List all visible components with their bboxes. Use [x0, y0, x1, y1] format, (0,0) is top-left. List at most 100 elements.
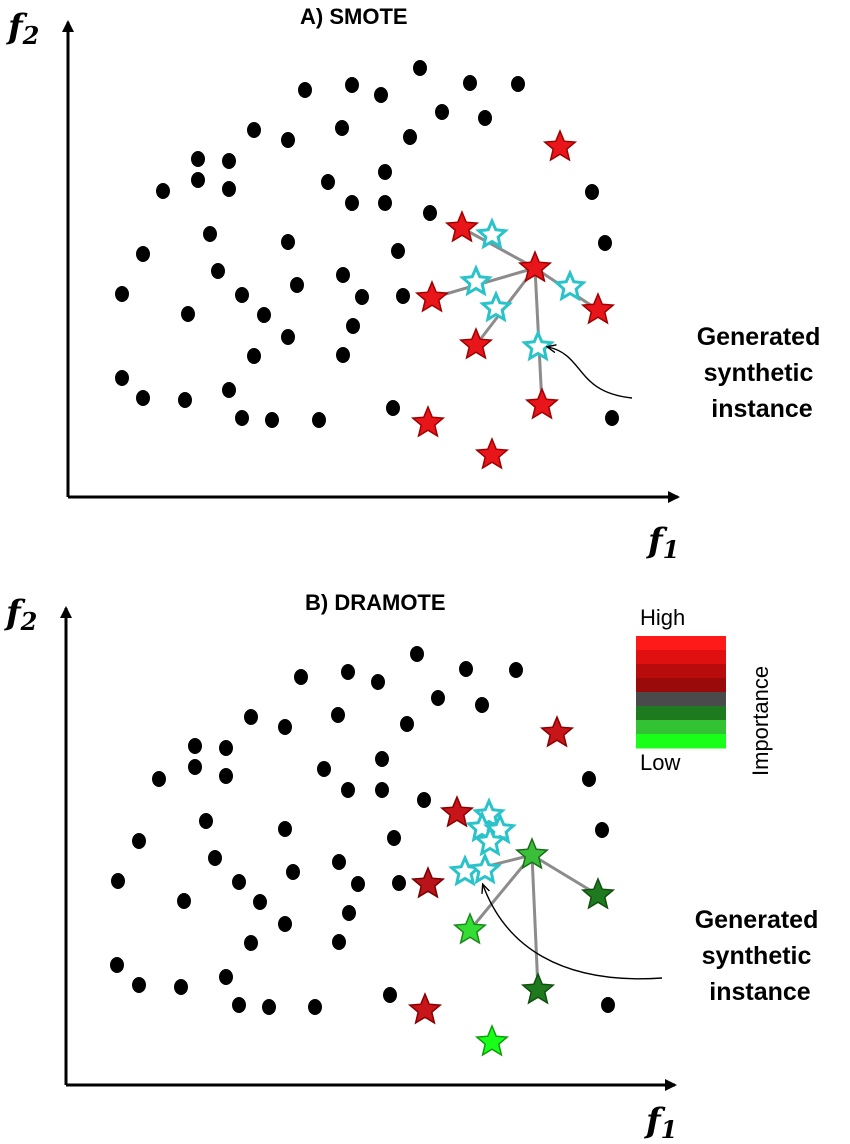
- majority-points: [115, 60, 619, 428]
- minority-star: [410, 405, 446, 438]
- legend-color-bar: [636, 636, 726, 749]
- minority-star: [452, 912, 488, 945]
- majority-point: [317, 761, 331, 777]
- majority-point: [278, 719, 292, 735]
- connector-line: [530, 854, 540, 991]
- majority-point: [378, 164, 392, 180]
- majority-point: [342, 905, 356, 921]
- minority-star: [410, 866, 446, 899]
- legend-color-step: [636, 706, 726, 721]
- majority-point: [115, 370, 129, 386]
- annotation-text: Generated synthetic instance: [697, 323, 828, 423]
- majority-point: [222, 153, 236, 169]
- majority-point: [235, 287, 249, 303]
- majority-point: [423, 205, 437, 221]
- majority-point: [181, 306, 195, 322]
- synthetic-star: [553, 269, 587, 302]
- majority-point: [244, 935, 258, 951]
- majority-point: [335, 120, 349, 136]
- legend-low-label: Low: [640, 750, 680, 775]
- majority-point: [585, 184, 599, 200]
- annotation-arrow: [548, 347, 633, 399]
- minority-star: [514, 837, 550, 870]
- minority-star: [539, 715, 575, 748]
- majority-point: [281, 329, 295, 345]
- majority-point: [374, 87, 388, 103]
- majority-point: [136, 390, 150, 406]
- majority-point: [345, 195, 359, 211]
- majority-point: [247, 348, 261, 364]
- majority-point: [463, 75, 477, 91]
- majority-point: [375, 782, 389, 798]
- minority-star: [517, 250, 553, 283]
- majority-point: [110, 957, 124, 973]
- majority-point: [341, 664, 355, 680]
- majority-point: [601, 997, 615, 1013]
- majority-point: [136, 246, 150, 262]
- majority-point: [391, 243, 405, 259]
- majority-point: [459, 661, 473, 677]
- minority-star: [524, 387, 560, 420]
- majority-points: [110, 646, 615, 1015]
- majority-point: [478, 110, 492, 126]
- synthetic-stars: [459, 217, 587, 362]
- synthetic-star: [521, 329, 555, 362]
- majority-point: [312, 412, 326, 428]
- minority-star: [407, 992, 443, 1025]
- panel-dramote: B) DRAMOTE f2 f1 Generated synthetic ins…: [4, 590, 826, 1144]
- annotation-text: Generated synthetic instance: [695, 906, 826, 1006]
- legend-high-label: High: [640, 605, 685, 630]
- majority-point: [156, 183, 170, 199]
- majority-point: [232, 997, 246, 1013]
- majority-point: [294, 669, 308, 685]
- synthetic-star: [468, 852, 502, 885]
- majority-point: [262, 999, 276, 1015]
- panel-smote: A) SMOTE f2 f1 Generated synthetic insta…: [6, 4, 828, 564]
- majority-point: [410, 646, 424, 662]
- majority-point: [355, 289, 369, 305]
- majority-point: [403, 129, 417, 145]
- majority-point: [298, 82, 312, 98]
- majority-point: [257, 307, 271, 323]
- majority-point: [253, 894, 267, 910]
- minority-star: [474, 1024, 510, 1057]
- majority-point: [336, 347, 350, 363]
- majority-point: [341, 782, 355, 798]
- majority-point: [222, 382, 236, 398]
- majority-point: [199, 813, 213, 829]
- synthetic-stars: [448, 797, 517, 887]
- majority-point: [332, 854, 346, 870]
- majority-point: [378, 195, 392, 211]
- minority-stars: [407, 715, 616, 1057]
- majority-point: [387, 830, 401, 846]
- majority-point: [371, 674, 385, 690]
- majority-point: [308, 999, 322, 1015]
- majority-point: [219, 969, 233, 985]
- majority-point: [152, 771, 166, 787]
- synthetic-star: [459, 264, 493, 297]
- majority-point: [191, 151, 205, 167]
- annotation-arrow: [483, 885, 663, 980]
- connector-lines: [431, 226, 599, 406]
- majority-point: [177, 893, 191, 909]
- majority-point: [582, 771, 596, 787]
- majority-point: [400, 716, 414, 732]
- synthetic-star: [479, 290, 513, 323]
- majority-point: [219, 768, 233, 784]
- minority-star: [414, 280, 450, 313]
- majority-point: [321, 174, 335, 190]
- majority-point: [345, 77, 359, 93]
- minority-star: [520, 972, 556, 1005]
- majority-point: [511, 76, 525, 92]
- majority-point: [132, 833, 146, 849]
- majority-point: [132, 977, 146, 993]
- majority-point: [111, 873, 125, 889]
- majority-point: [392, 875, 406, 891]
- connector-line: [531, 853, 599, 897]
- majority-point: [244, 709, 258, 725]
- majority-point: [174, 979, 188, 995]
- majority-point: [605, 410, 619, 426]
- majority-point: [383, 987, 397, 1003]
- majority-point: [413, 60, 427, 76]
